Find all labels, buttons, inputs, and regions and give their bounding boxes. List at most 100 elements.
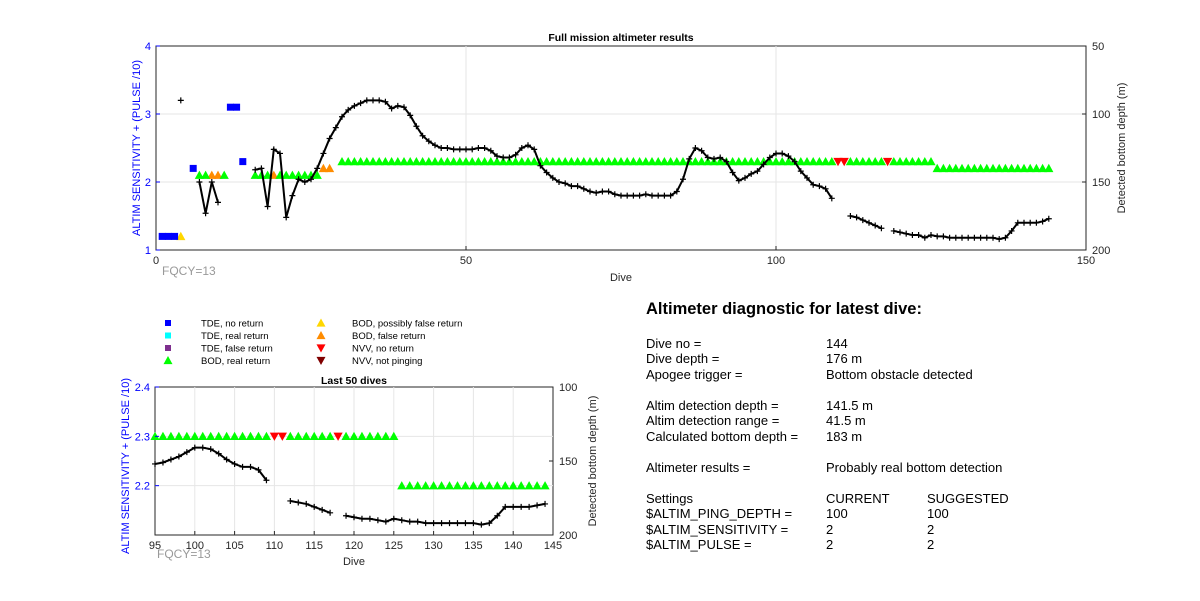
y-right-tick-label: 150 [559, 456, 577, 468]
depth-point [655, 192, 662, 199]
bod-marker [963, 163, 973, 173]
inset-chart: 95 100 105 110 115 120 125 130 135 140 145 2.2 2.3 2.… [120, 375, 599, 568]
depth-point [853, 214, 860, 221]
bod-marker [325, 163, 335, 173]
bod-marker [356, 157, 366, 166]
x-tick-label: 145 [544, 540, 562, 552]
depth-point [159, 459, 166, 466]
setting-current: 2 [826, 537, 834, 552]
bod-marker [294, 170, 304, 179]
tde-marker [158, 232, 166, 240]
bod-marker [672, 157, 682, 166]
legend-marker [165, 345, 171, 351]
depth-point [231, 460, 238, 467]
setting-suggested: 2 [927, 521, 935, 537]
depth-point [512, 151, 519, 158]
results-label: Altimeter results = [646, 459, 751, 475]
depth-point [921, 234, 928, 241]
bod-marker [802, 157, 812, 166]
tde-marker [189, 164, 197, 172]
depth-point [470, 520, 477, 527]
depth-point [804, 174, 810, 181]
bod-marker [548, 157, 558, 166]
depth-point [946, 234, 953, 241]
depth-point [977, 234, 984, 241]
legend-label: TDE, real return [201, 331, 269, 342]
x-tick-label: 105 [225, 540, 243, 552]
bod-marker [468, 481, 478, 490]
depth-point [766, 154, 773, 161]
bod-marker [182, 431, 192, 441]
y-right-tick-label: 100 [559, 382, 577, 394]
depth-point [580, 185, 587, 192]
bod-marker [337, 157, 347, 166]
depth-point [593, 189, 600, 196]
bod-marker [524, 481, 534, 490]
bod-marker [740, 157, 750, 166]
depth-point [934, 233, 941, 240]
bod-marker [529, 157, 539, 166]
main-left-axis-label: ALTIM SENSITIVITY + (PULSE /10) [131, 60, 143, 236]
nvv-marker [883, 157, 893, 167]
altimeter-diagnostic-panel: Altimeter diagnostic for latest dive: Di… [646, 301, 1166, 553]
depth-point [215, 450, 222, 457]
setting-name: $ALTIM_PING_DEPTH = [646, 506, 793, 521]
depth-point [959, 234, 965, 241]
current-header: CURRENT [826, 490, 890, 506]
bod-marker [492, 481, 502, 490]
x-tick-label: 140 [504, 540, 522, 552]
dive-no-label: Dive no = [646, 335, 702, 351]
depth-point [444, 145, 451, 151]
inset-bod-markers [150, 431, 550, 490]
inset-grid [155, 387, 553, 535]
bod-marker [641, 157, 651, 166]
depth-point [345, 106, 352, 113]
bod-marker [174, 431, 184, 441]
depth-point [1002, 234, 1009, 241]
bod-marker [293, 431, 303, 441]
legend-label: TDE, false return [201, 344, 273, 355]
depth-point [481, 145, 488, 151]
depth-point [518, 145, 525, 151]
bod-marker [808, 157, 818, 166]
y-right-tick-label: 200 [559, 530, 577, 542]
legend-marker [316, 318, 326, 327]
nvv-marker [269, 432, 279, 441]
y-right-tick-label: 150 [1092, 177, 1110, 189]
depth-point [308, 176, 314, 183]
bod-marker [206, 431, 216, 441]
depth-point [686, 155, 693, 162]
y-left-tick-label: 4 [145, 41, 151, 53]
bod-marker [461, 157, 471, 166]
bod-marker [176, 231, 186, 241]
tde-marker [233, 103, 241, 111]
x-tick-label: 100 [186, 540, 204, 552]
depth-point [649, 192, 655, 199]
legend-marker [163, 356, 173, 365]
depth-point [760, 161, 767, 168]
depth-point [1014, 219, 1021, 226]
bod-marker [436, 157, 446, 166]
depth-point [398, 517, 405, 524]
main-x-label: Dive [610, 272, 632, 284]
depth-point [729, 169, 736, 176]
depth-point [311, 503, 318, 510]
bod-marker [540, 481, 550, 490]
depth-point [735, 177, 742, 184]
depth-point [1021, 219, 1027, 226]
bod-marker [703, 157, 713, 166]
depth-point [890, 227, 897, 234]
bod-marker [508, 481, 518, 490]
bod-marker [214, 431, 224, 441]
legend-label: BOD, false return [352, 331, 425, 342]
inset-left-axis-label: ALTIM SENSITIVITY + (PULSE /10) [120, 378, 132, 554]
depth-point [779, 150, 786, 157]
bod-marker [516, 481, 526, 490]
x-tick-label: 115 [305, 540, 323, 552]
depth-point [454, 520, 461, 527]
bod-marker [765, 157, 775, 166]
bod-marker [889, 157, 899, 166]
depth-point [351, 514, 357, 521]
depth-point [390, 515, 397, 522]
